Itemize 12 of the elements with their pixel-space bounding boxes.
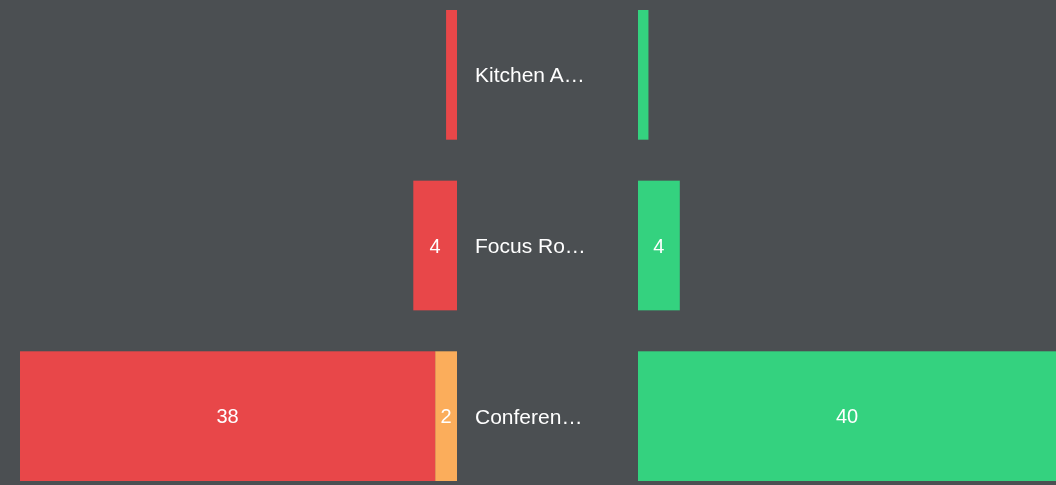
bar: [413, 180, 457, 311]
data-label: 4: [429, 234, 441, 257]
data-label: 4: [653, 234, 665, 257]
bar: [446, 10, 457, 140]
y-tick-label: Focus Ro…: [475, 233, 586, 257]
bar: [20, 351, 436, 481]
data-label: 38: [216, 405, 239, 428]
y-tick-label: Conferen…: [475, 404, 583, 428]
data-label: 40: [835, 405, 859, 428]
data-label: 2: [440, 405, 452, 428]
bar: [435, 351, 457, 481]
y-tick-label: Kitchen A…: [475, 63, 585, 87]
